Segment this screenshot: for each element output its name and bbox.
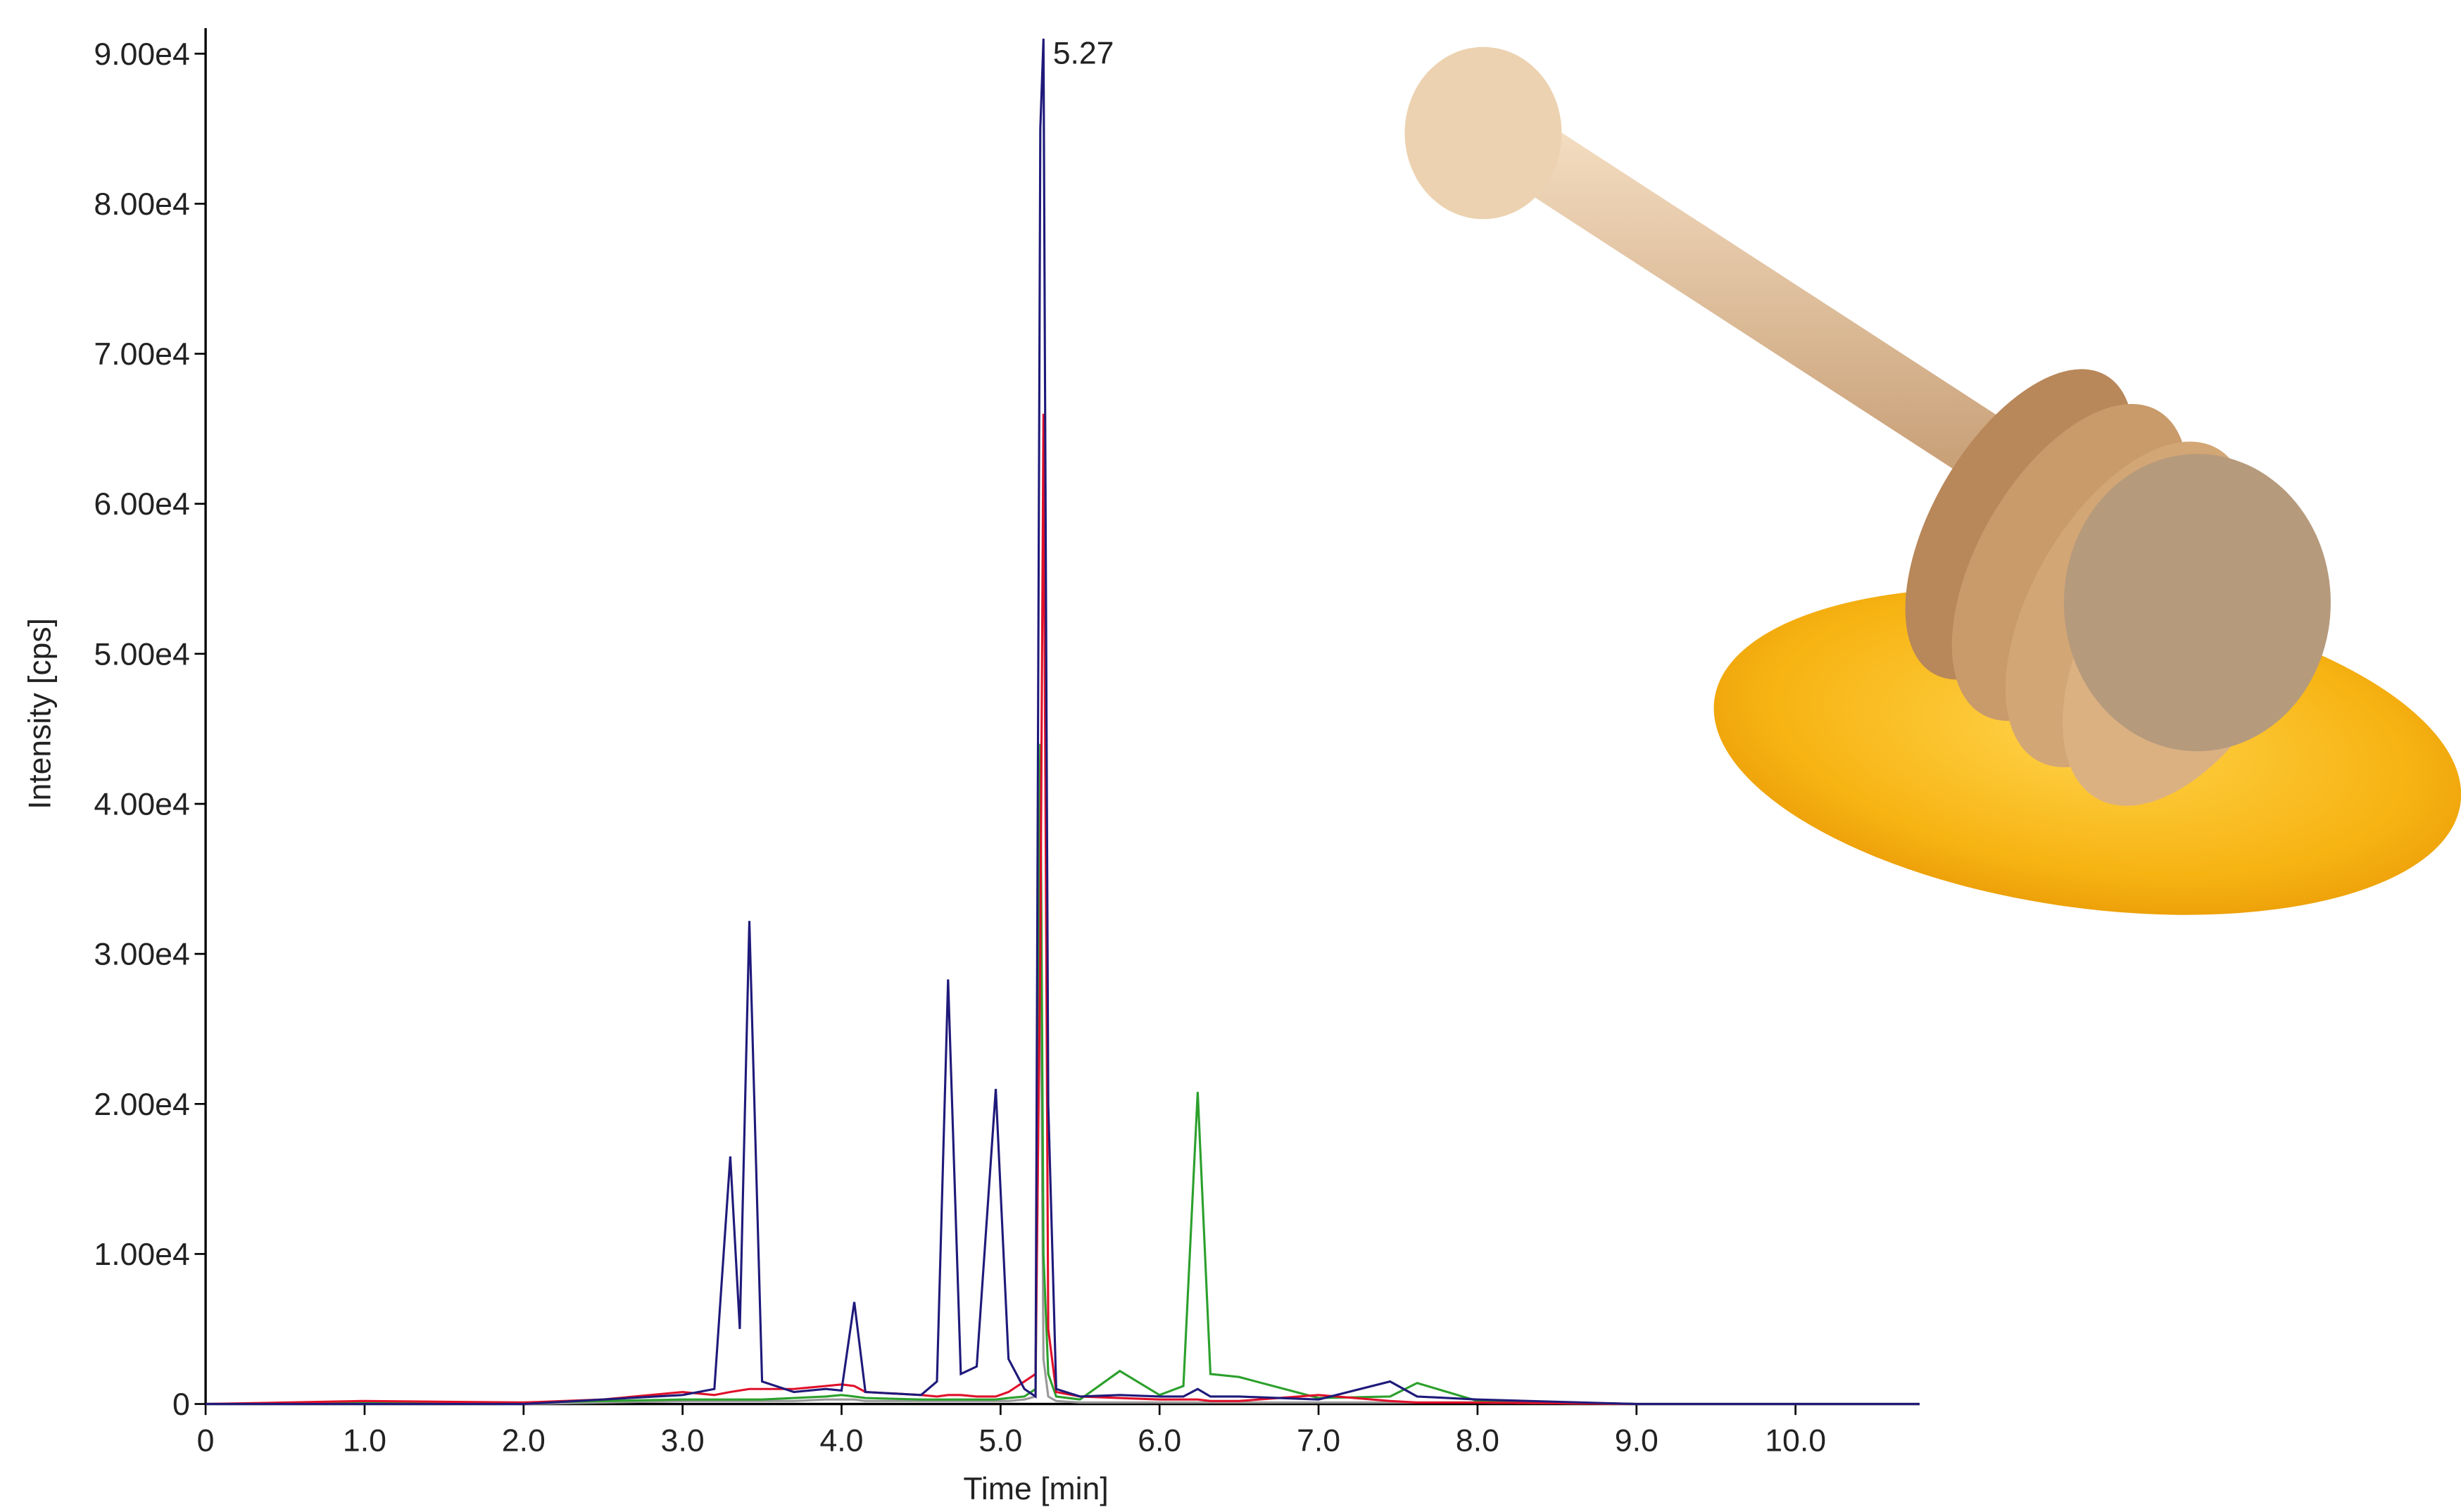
chart: Time [min] Intensity [cps] 0 1.00e4 2.00e4… [0,0,2461,1512]
series-line [206,414,1920,1404]
x-tick-label: 1.0 [343,1423,386,1458]
y-tick-label: 2.00e4 [94,1088,189,1122]
series-line [206,744,1920,1404]
y-tick-label: 6.00e4 [94,487,189,522]
x-tick-label: 6.0 [1138,1423,1181,1458]
y-tick-label: 7.00e4 [94,337,189,372]
y-tick-label: 1.00e4 [94,1237,189,1272]
x-tick-label: 3.0 [661,1423,705,1458]
y-tick-label: 0 [172,1387,190,1422]
series-line [206,916,1920,1404]
y-tick-label: 9.00e4 [94,37,189,72]
x-tick-label: 8.0 [1456,1423,1499,1458]
y-tick-label: 8.00e4 [94,187,189,222]
x-tick-label: 2.0 [502,1423,546,1458]
x-tick-label: 7.0 [1297,1423,1340,1458]
y-axis-label: Intensity [cps] [23,618,57,809]
y-tick-label: 3.00e4 [94,938,189,972]
honey-dipper-photo [1404,47,2461,959]
x-tick-label: 10.0 [1765,1423,1826,1458]
x-tick-label: 0 [197,1423,215,1458]
y-tick-label: 4.00e4 [94,788,189,822]
peak-annotation: 5.27 [1053,37,1114,71]
x-tick-label: 4.0 [820,1423,864,1458]
x-tick-label: 9.0 [1615,1423,1658,1458]
y-tick-label: 5.00e4 [94,637,189,672]
x-tick-label: 5.0 [978,1423,1022,1458]
page: {"chart_data": {"type": "line", "x_label… [0,0,2461,1512]
x-axis-label: Time [min] [963,1472,1108,1506]
